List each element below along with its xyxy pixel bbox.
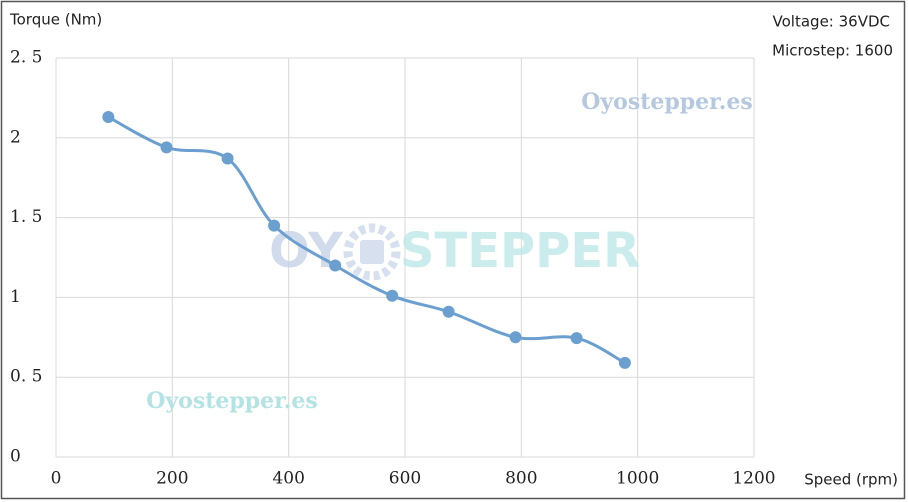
point	[102, 111, 115, 124]
annotation: Microstep: 1600	[772, 42, 893, 60]
y-tick-label: 2. 5	[10, 48, 42, 68]
x-axis-label: Speed (rpm)	[804, 471, 898, 489]
point	[570, 332, 583, 345]
point	[268, 219, 281, 232]
y-tick-label: 0	[10, 447, 21, 467]
x-tick-label: 800	[505, 469, 537, 489]
y-axis-label: Torque (Nm)	[9, 11, 102, 29]
point	[221, 152, 234, 165]
watermark: Oyostepper.es	[146, 388, 318, 414]
y-tick-label: 1	[10, 287, 21, 307]
point	[386, 289, 399, 302]
watermark: Oyostepper.es	[581, 89, 753, 115]
point	[442, 305, 455, 318]
point	[618, 356, 631, 369]
x-tick-label: 1200	[732, 469, 775, 489]
x-tick-label: 0	[51, 469, 62, 489]
watermark-logo: STEPPER	[400, 223, 640, 279]
x-tick-label: 1000	[616, 469, 659, 489]
y-tick-label: 2	[10, 127, 21, 147]
x-tick-label: 200	[156, 469, 188, 489]
point	[329, 259, 342, 272]
point	[160, 141, 173, 154]
watermark-gear	[343, 223, 401, 281]
x-tick-label: 400	[272, 469, 304, 489]
point	[509, 331, 522, 344]
x-tick-label: 600	[389, 469, 421, 489]
line	[107, 115, 626, 365]
annotation: Voltage: 36VDC	[773, 13, 890, 31]
y-tick-label: 1. 5	[10, 207, 42, 227]
y-tick-label: 0. 5	[10, 367, 42, 387]
